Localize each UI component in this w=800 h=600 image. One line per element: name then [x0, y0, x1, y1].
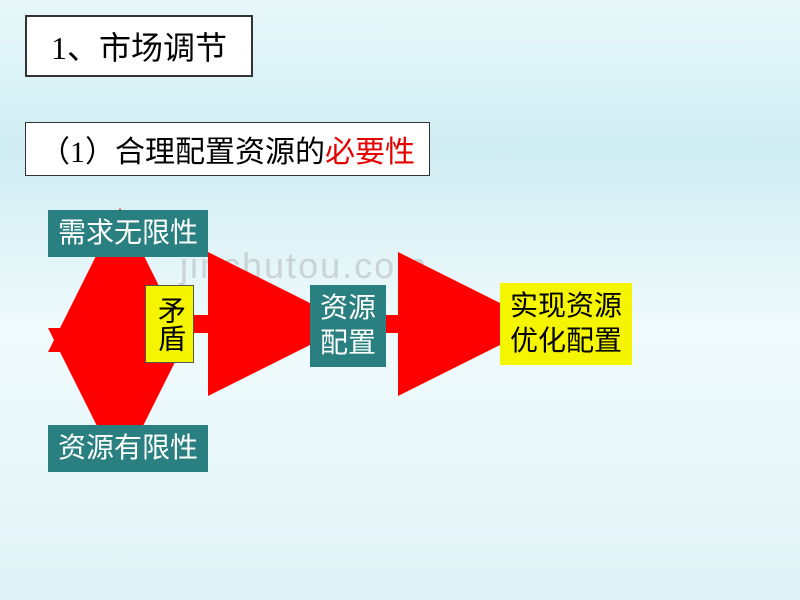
node-optimized-line2: 优化配置 [510, 326, 622, 357]
node-contradiction: 矛盾 [145, 285, 194, 363]
node-contradiction-label: 矛盾 [154, 296, 185, 352]
node-resource-limited-label: 资源有限性 [58, 433, 198, 464]
node-demand: 需求无限性 [48, 210, 208, 257]
node-allocation: 资源 配置 [310, 285, 386, 367]
node-allocation-line1: 资源 [320, 293, 376, 324]
node-optimized: 实现资源 优化配置 [500, 283, 632, 365]
node-resource-limited: 资源有限性 [48, 425, 208, 472]
node-optimized-line1: 实现资源 [510, 291, 622, 322]
arrows-layer [0, 0, 800, 600]
node-demand-label: 需求无限性 [58, 218, 198, 249]
node-allocation-line2: 配置 [320, 328, 376, 359]
